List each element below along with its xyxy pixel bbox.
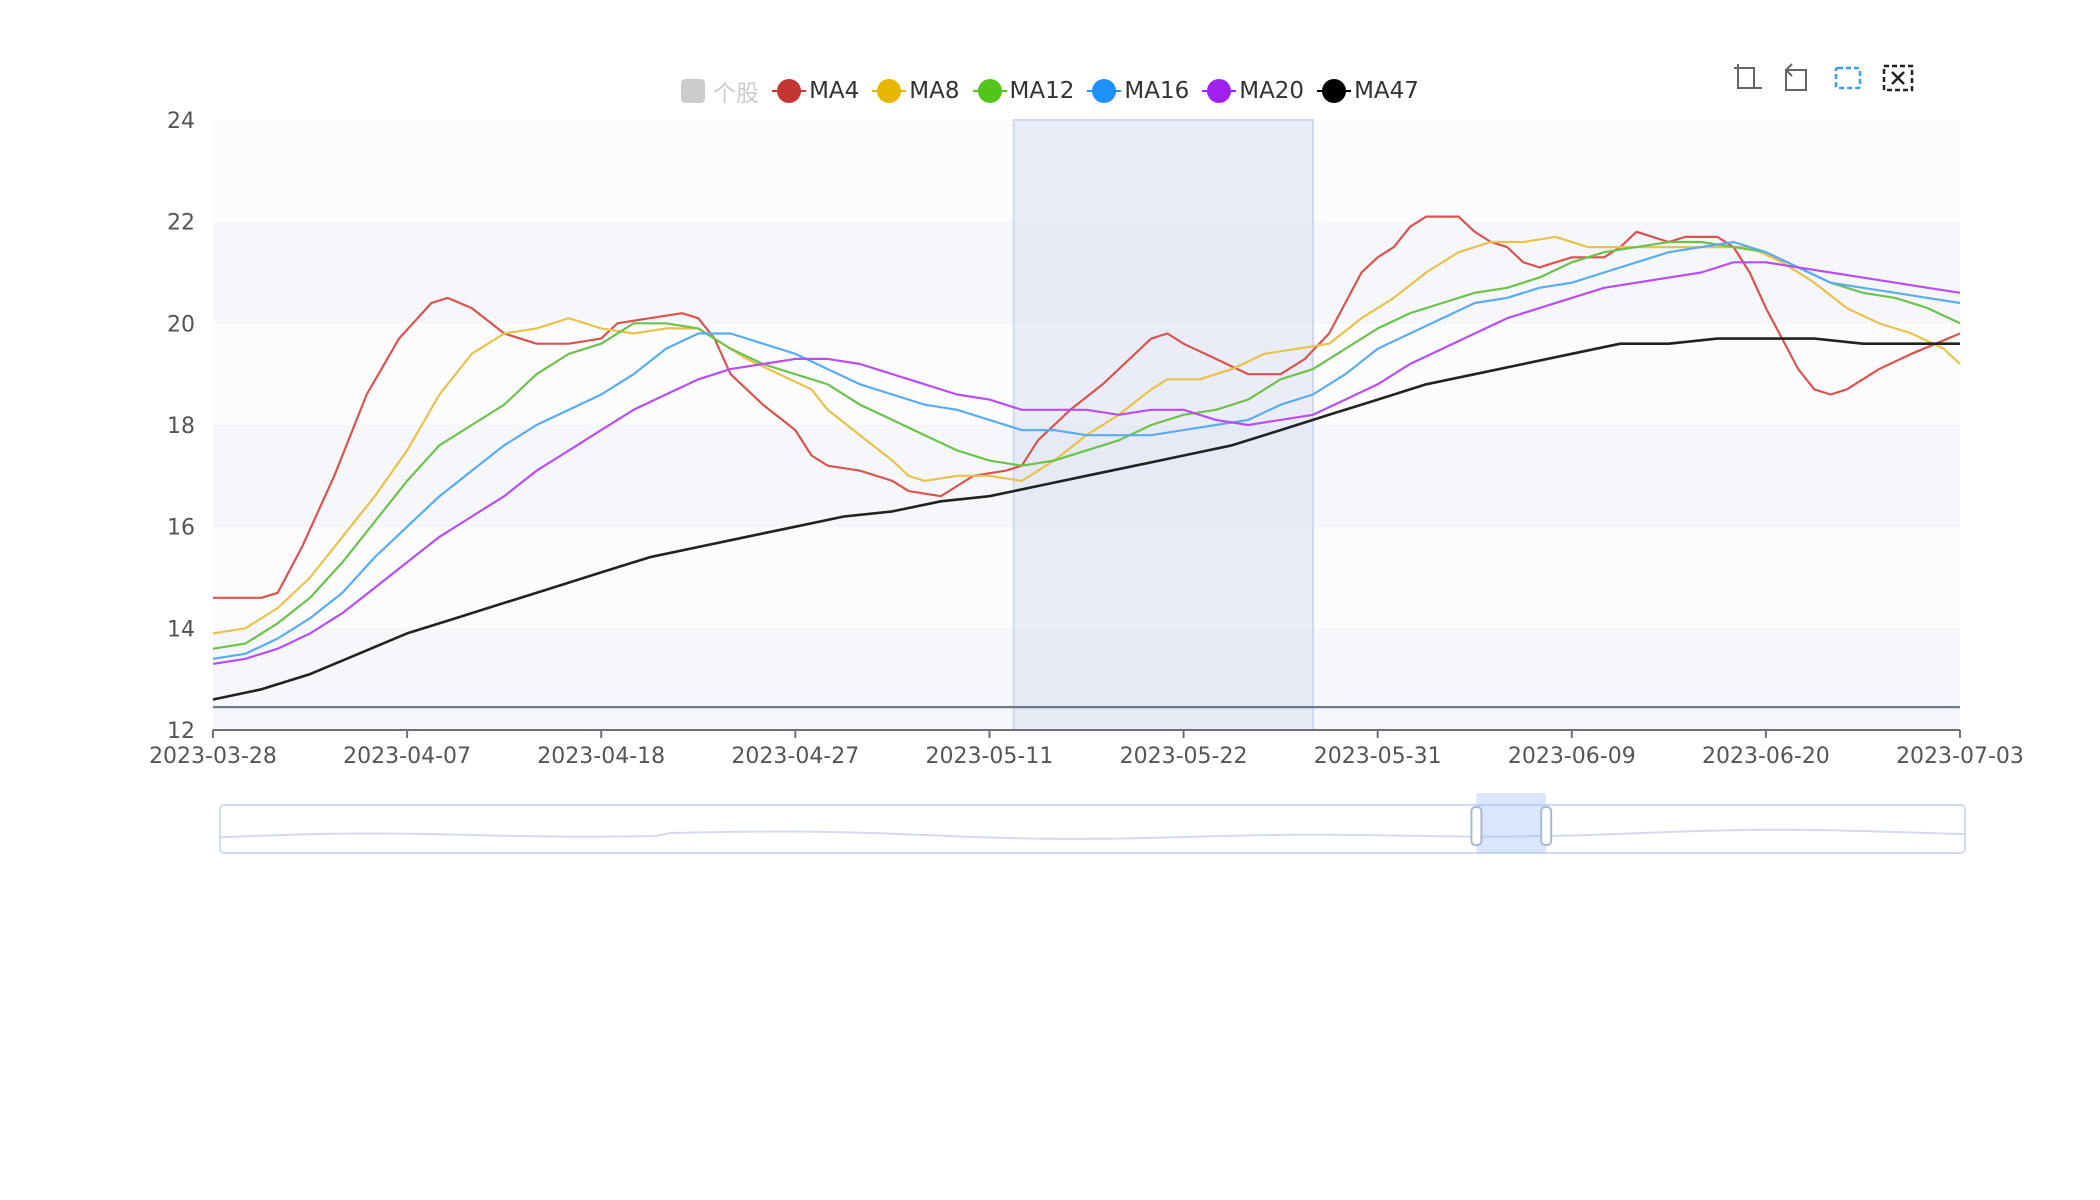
series-line-MA20 (212, 261, 1961, 665)
x-tick-label: 2023-04-18 (537, 744, 665, 769)
legend-circle-icon (972, 79, 1007, 103)
legend-rect-icon (681, 79, 706, 103)
legend-label: MA20 (1239, 78, 1305, 104)
legend-label: MA4 (809, 78, 860, 104)
legend-item-个股[interactable]: 个股 (681, 74, 759, 108)
datazoom-window (1476, 793, 1547, 853)
datazoom-end-handle[interactable] (1540, 806, 1553, 846)
legend-item-MA12[interactable]: MA12 (972, 78, 1075, 104)
legend-circle-icon (1202, 79, 1237, 103)
series-line-MA12 (212, 240, 1961, 650)
x-tick-label: 2023-05-22 (1120, 744, 1248, 769)
legend-label: MA16 (1124, 78, 1190, 104)
datazoom-start-handle[interactable] (1470, 806, 1483, 846)
x-tick-label: 2023-05-31 (1314, 744, 1442, 769)
grid-band (213, 120, 1960, 222)
y-tick-label: 12 (167, 719, 195, 744)
series-line-MA47 (212, 337, 1960, 701)
x-tick-label: 2023-04-07 (343, 744, 471, 769)
datazoom-preview (219, 828, 1966, 840)
grid-band (213, 323, 1960, 425)
legend: 个股 MA4 MA8 MA12 MA16 MA20 MA47 (0, 74, 2100, 108)
grid-band (213, 628, 1960, 730)
legend-item-MA20[interactable]: MA20 (1202, 78, 1305, 104)
y-tick-label: 20 (167, 312, 195, 337)
legend-item-MA4[interactable]: MA4 (772, 78, 860, 104)
y-tick-label: 24 (167, 109, 195, 134)
brush-clear-icon[interactable] (1882, 62, 1914, 94)
legend-circle-icon (772, 79, 807, 103)
legend-label: MA8 (909, 78, 960, 104)
legend-circle-icon (1087, 79, 1122, 103)
legend-item-MA16[interactable]: MA16 (1087, 78, 1190, 104)
x-tick-label: 2023-06-20 (1702, 744, 1830, 769)
x-tick-label: 2023-04-27 (731, 744, 859, 769)
legend-label: MA47 (1354, 78, 1419, 104)
legend-label: 个股 (713, 81, 760, 107)
series-line-MA8 (212, 235, 1961, 635)
y-tick-label: 16 (167, 516, 195, 541)
y-tick-label: 22 (167, 211, 195, 236)
grid-band (213, 221, 1960, 324)
x-tick-label: 2023-07-03 (1896, 744, 2024, 769)
grid-band (213, 526, 1960, 629)
legend-circle-icon (1317, 79, 1352, 103)
y-tick-label: 18 (167, 414, 195, 439)
toolbox (1732, 62, 1914, 94)
series-line-MA16 (212, 240, 1961, 660)
x-tick-label: 2023-06-09 (1508, 744, 1636, 769)
y-tick-label: 14 (167, 617, 195, 642)
zoom-back-icon[interactable] (1782, 62, 1814, 94)
zoom-select-icon[interactable] (1732, 62, 1764, 94)
brush-rect-icon[interactable] (1832, 62, 1864, 94)
brush-selection (1012, 119, 1314, 731)
datazoom-track (219, 804, 1966, 854)
legend-item-MA47[interactable]: MA47 (1317, 78, 1419, 104)
legend-label: MA12 (1009, 78, 1075, 104)
legend-item-MA8[interactable]: MA8 (872, 78, 960, 104)
x-tick-label: 2023-03-28 (149, 744, 277, 769)
legend-circle-icon (872, 79, 907, 103)
series-line-MA4 (213, 215, 1961, 599)
x-tick-label: 2023-05-11 (926, 744, 1054, 769)
